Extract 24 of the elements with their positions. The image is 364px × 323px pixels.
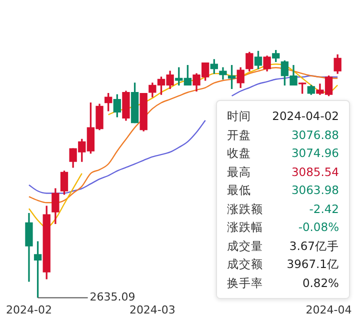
annotation: 3074.96	[291, 145, 339, 162]
annotation: 涨跌额	[227, 200, 263, 218]
annotation: 2635.09	[90, 290, 136, 304]
annotation: 0.82%	[302, 274, 339, 292]
annotation: 成交量	[227, 238, 263, 254]
annotation: 3063.98	[291, 182, 339, 199]
annotation: 最高	[227, 164, 251, 180]
x-tick-label: 2024-04	[306, 303, 352, 316]
annotation: 开盘	[227, 126, 251, 144]
annotation: 最低	[227, 182, 251, 199]
annotation: 收盘	[227, 145, 251, 162]
annotation: 换手率	[227, 274, 263, 292]
annotation: 成交额	[227, 256, 263, 273]
annotation: -2.42	[309, 200, 339, 218]
annotation: 涨跌幅	[227, 219, 263, 236]
annotation: 3085.54	[291, 164, 339, 180]
x-tick-label: 2024-02	[6, 303, 52, 316]
annotation: 3.67亿手	[289, 238, 339, 254]
annotation: 3076.88	[291, 126, 339, 144]
annotation: 3967.1亿	[286, 256, 339, 273]
annotation: 2024-04-02	[272, 108, 339, 125]
annotation: -0.08%	[298, 219, 339, 236]
annotation: 时间	[227, 108, 251, 125]
x-tick-label: 2024-03	[129, 303, 176, 316]
